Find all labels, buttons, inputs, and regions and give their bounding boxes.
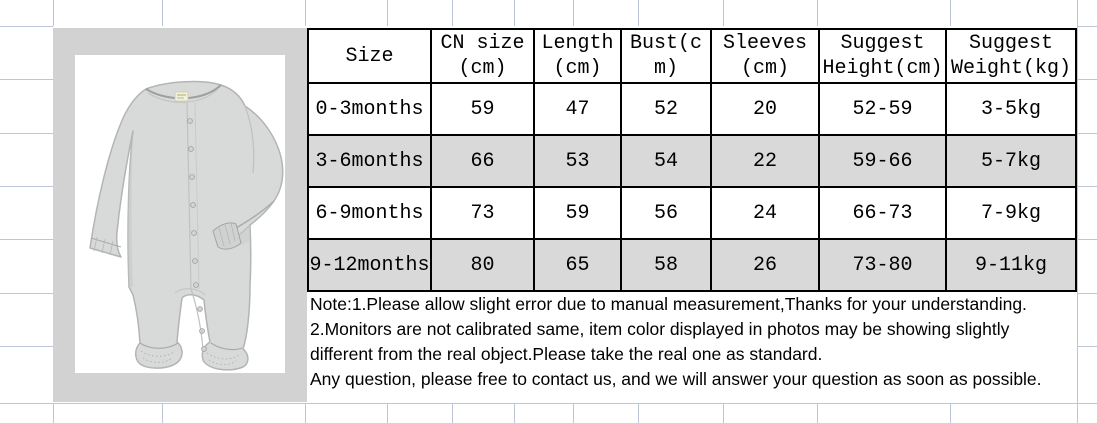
cell-suggest-height: 66-73 <box>818 186 947 240</box>
cell-cn-size: 66 <box>430 134 535 188</box>
col-header-length: Length (cm) <box>533 28 622 84</box>
cell-cn-size: 73 <box>430 186 535 240</box>
cell-bust: 58 <box>620 238 712 292</box>
cell-suggest-height: 73-80 <box>818 238 947 292</box>
size-chart-table: Size CN size (cm) Length (cm) Bust(c m) Sle… <box>307 28 1077 292</box>
col-header-bust: Bust(c m) <box>620 28 712 84</box>
cell-suggest-weight: 7-9kg <box>945 186 1077 240</box>
cell-size: 6-9months <box>307 186 432 240</box>
col-header-suggest-weight: Suggest Weight(kg) <box>945 28 1077 84</box>
header-row: Size CN size (cm) Length (cm) Bust(c m) Sle… <box>307 28 1077 84</box>
cell-bust: 54 <box>620 134 712 188</box>
cell-sleeves: 26 <box>710 238 820 292</box>
cell-suggest-height: 59-66 <box>818 134 947 188</box>
cell-suggest-height: 52-59 <box>818 82 947 136</box>
table-row: 3-6months 66 53 54 22 59-66 5-7kg <box>307 134 1077 188</box>
cell-length: 47 <box>533 82 622 136</box>
col-header-sleeves: Sleeves (cm) <box>710 28 820 84</box>
note-line: Any question, please free to contact us,… <box>310 369 1042 389</box>
cell-length: 53 <box>533 134 622 188</box>
romper-body <box>89 80 284 371</box>
snap-button-placket <box>186 102 207 352</box>
table-row: 6-9months 73 59 56 24 66-73 7-9kg <box>307 186 1077 240</box>
cell-suggest-weight: 3-5kg <box>945 82 1077 136</box>
col-header-suggest-height: Suggest Height(cm) <box>818 28 947 84</box>
footed-feet <box>139 342 243 366</box>
product-photo-frame <box>53 28 307 402</box>
cell-bust: 56 <box>620 186 712 240</box>
note-line: 2.Monitors are not calibrated same, item… <box>310 319 1010 339</box>
cell-length: 65 <box>533 238 622 292</box>
cell-size: 0-3months <box>307 82 432 136</box>
table-row: 0-3months 59 47 52 20 52-59 3-5kg <box>307 82 1077 136</box>
cell-sleeves: 24 <box>710 186 820 240</box>
table-row: 9-12months 80 65 58 26 73-80 9-11kg <box>307 238 1077 292</box>
cell-suggest-weight: 5-7kg <box>945 134 1077 188</box>
note-line: different from the real object.Please ta… <box>310 344 823 364</box>
cell-cn-size: 80 <box>430 238 535 292</box>
cell-size: 9-12months <box>307 238 432 292</box>
neck-tag <box>174 91 189 102</box>
cell-sleeves: 20 <box>710 82 820 136</box>
left-cuff <box>90 236 122 256</box>
cell-length: 59 <box>533 186 622 240</box>
baby-romper-illustration <box>89 80 284 371</box>
col-header-cn-size: CN size (cm) <box>430 28 535 84</box>
cell-bust: 52 <box>620 82 712 136</box>
cell-size: 3-6months <box>307 134 432 188</box>
cell-sleeves: 22 <box>710 134 820 188</box>
product-photo <box>75 55 285 373</box>
note-line: Note:1.Please allow slight error due to … <box>310 294 1027 314</box>
folded-sleeve <box>212 105 275 250</box>
col-header-size: Size <box>307 28 432 84</box>
notes-block: Note:1.Please allow slight error due to … <box>310 292 1080 392</box>
cell-cn-size: 59 <box>430 82 535 136</box>
cell-suggest-weight: 9-11kg <box>945 238 1077 292</box>
size-chart-image: Size CN size (cm) Length (cm) Bust(c m) Sle… <box>53 26 1077 403</box>
